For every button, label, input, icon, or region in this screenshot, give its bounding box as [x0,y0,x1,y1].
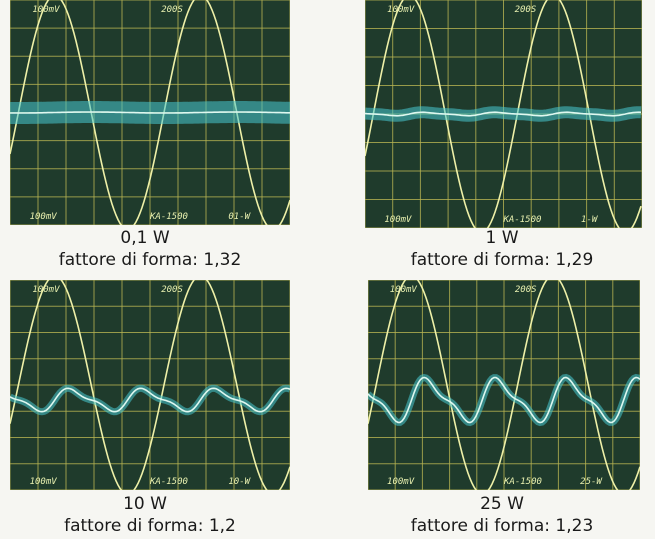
sine-trace [368,280,640,490]
scope-screen: 100mV 200S 100mV KA-1500 1-W [365,0,642,228]
current-trace [10,387,290,413]
form-factor: fattore di forma: 1,29 [410,250,594,270]
scope-screen: 100mV 200S 100mV KA-1500 25-W [368,280,640,490]
screen-label: 10-W [228,477,251,487]
form-factor: fattore di forma: 1,32 [58,250,242,270]
scope-panel: 100mV 200S 100mV KA-1500 01-W [10,0,290,225]
sine-trace [10,0,290,225]
screen-label: 100mV [30,212,58,222]
form-factor: fattore di forma: 1,23 [410,516,594,536]
screen-label: 100mV [32,285,60,295]
power-label: 0,1 W [120,228,170,248]
screen-label: 1-W [581,215,599,225]
screen-label: 100mV [32,5,60,15]
screen-label: 200S [515,5,537,15]
scope-screen: 100mV 200S 100mV KA-1500 10-W [10,280,290,490]
scope-screen: 100mV 200S 100mV KA-1500 01-W [10,0,290,225]
screen-label: 200S [515,285,537,295]
screen-label: 01-W [228,212,251,222]
scope-panel: 100mV 200S 100mV KA-1500 1-W [365,0,642,228]
power-label: 10 W [123,494,167,514]
screen-label: 200S [161,5,183,15]
screen-label: 100mV [387,477,415,487]
screen-label: KA-1500 [149,477,188,487]
screen-label: 100mV [390,285,418,295]
screen-label: KA-1500 [503,215,542,225]
sine-trace [10,280,290,490]
scope-panel: 100mV 200S 100mV KA-1500 25-W [368,280,640,490]
form-factor: fattore di forma: 1,2 [64,516,236,536]
screen-label: 100mV [387,5,415,15]
power-label: 25 W [480,494,524,514]
screen-label: 25-W [580,477,603,487]
power-label: 1 W [485,228,519,248]
screen-label: KA-1500 [149,212,188,222]
current-trace [10,111,290,114]
screen-label: 200S [161,285,183,295]
sine-trace [365,0,642,228]
current-trace [365,111,642,117]
current-trace [368,376,640,424]
scope-panel: 100mV 200S 100mV KA-1500 10-W [10,280,290,490]
screen-label: 100mV [30,477,58,487]
screen-label: KA-1500 [503,477,542,487]
screen-label: 100mV [384,215,412,225]
